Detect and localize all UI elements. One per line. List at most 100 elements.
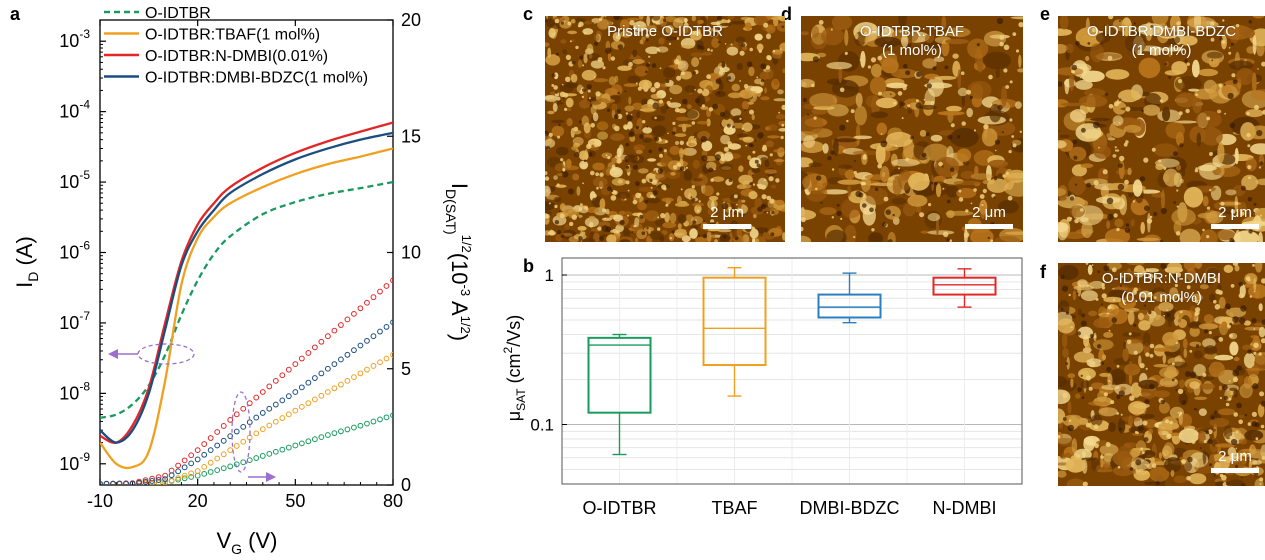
afm-highlight [902, 86, 907, 91]
afm-shadow [1236, 402, 1242, 409]
afm-grain [1186, 268, 1197, 282]
afm-shadow [639, 214, 644, 219]
afm-grain [881, 58, 899, 74]
afm-shadow [726, 123, 731, 128]
afm-grain [637, 201, 647, 211]
afm-highlight [1142, 420, 1148, 426]
afm-grain [1162, 353, 1167, 364]
afm-grain [665, 25, 674, 34]
afm-grain [1060, 453, 1067, 460]
afm-grain [1072, 290, 1077, 301]
sqrt-id-point [129, 480, 136, 485]
afm-grain [801, 114, 824, 135]
afm-grain [874, 36, 901, 48]
afm-grain [1138, 57, 1161, 79]
afm-highlight [853, 235, 856, 239]
afm-grain [623, 227, 631, 239]
afm-shadow [601, 225, 609, 232]
afm-grain [701, 140, 713, 152]
afm-shadow [1133, 22, 1136, 25]
afm-highlight [961, 121, 966, 126]
afm-grain [776, 22, 785, 32]
afm-highlight [1002, 174, 1006, 178]
afm-shadow [1143, 437, 1149, 442]
afm-grain [547, 47, 552, 58]
afm-highlight [863, 32, 868, 36]
sqrt-id-point [116, 480, 123, 485]
afm-shadow [1241, 476, 1243, 479]
afm-grain [1229, 387, 1238, 392]
afm-shadow [1251, 318, 1257, 324]
afm-grain [556, 96, 561, 101]
afm-highlight [745, 144, 748, 147]
afm-highlight [766, 195, 772, 201]
afm-grain [584, 20, 593, 25]
afm-highlight [1195, 93, 1198, 97]
sqrt-id-point [364, 366, 370, 373]
afm-highlight [949, 239, 953, 242]
afm-highlight [592, 193, 597, 198]
afm-highlight [970, 202, 973, 205]
afm-grain [767, 135, 780, 139]
afm-grain [864, 187, 888, 206]
sqrt-id-point [136, 479, 142, 485]
afm-grain [662, 222, 677, 229]
sqrt-id-point [181, 457, 188, 464]
afm-grain [919, 104, 938, 110]
afm-grain [1107, 373, 1113, 387]
afm-grain [690, 52, 704, 58]
afm-shadow [756, 163, 761, 168]
afm-grain [701, 149, 708, 157]
afm-shadow [696, 44, 702, 50]
sqrt-id-point [175, 462, 182, 469]
afm-highlight [671, 27, 674, 30]
afm-grain [898, 16, 907, 28]
afm-highlight [752, 150, 756, 154]
afm-grain [572, 136, 584, 146]
afm-shadow [580, 19, 583, 22]
afm-shadow [1205, 430, 1210, 435]
afm-grain [1058, 67, 1084, 76]
afm-shadow [946, 199, 951, 204]
afm-shadow [900, 101, 906, 107]
afm-highlight [1100, 455, 1104, 459]
afm-grain [1173, 475, 1188, 484]
afm-highlight [598, 17, 603, 21]
afm-highlight [1177, 388, 1184, 395]
afm-shadow [1065, 311, 1070, 315]
afm-grain [1128, 401, 1146, 415]
afm-shadow [644, 199, 649, 204]
afm-grain [736, 226, 743, 238]
afm-grain [1234, 147, 1239, 165]
afm-grain [1234, 265, 1240, 272]
afm-grain [1084, 88, 1106, 98]
afm-grain [564, 224, 570, 230]
afm-grain [1001, 85, 1007, 107]
sqrt-id-point [311, 375, 318, 381]
afm-shadow [1153, 272, 1156, 275]
afm-grain [1233, 389, 1238, 398]
afm-grain [723, 109, 731, 121]
afm-grain [776, 114, 785, 120]
afm-highlight [1080, 208, 1084, 212]
afm-shadow [781, 25, 785, 29]
afm-shadow [1223, 395, 1228, 400]
afm-highlight [1203, 440, 1207, 444]
afm-shadow [1060, 274, 1065, 280]
afm-highlight [1123, 142, 1128, 147]
afm-grain [661, 197, 674, 202]
afm-highlight [1253, 290, 1256, 293]
afm-grain [1127, 263, 1145, 266]
afm-grain [1225, 189, 1237, 196]
afm-grain [1062, 414, 1084, 427]
afm-shadow [915, 102, 922, 109]
afm-highlight [718, 70, 724, 75]
sqrt-id-point [233, 411, 240, 418]
afm-grain [681, 45, 695, 49]
afm-highlight [915, 99, 919, 103]
afm-grain [565, 97, 574, 108]
afm-shadow [1118, 98, 1122, 102]
afm-shadow [1077, 387, 1083, 393]
sqrt-id-point [338, 428, 344, 435]
sqrt-id-point [311, 344, 318, 351]
